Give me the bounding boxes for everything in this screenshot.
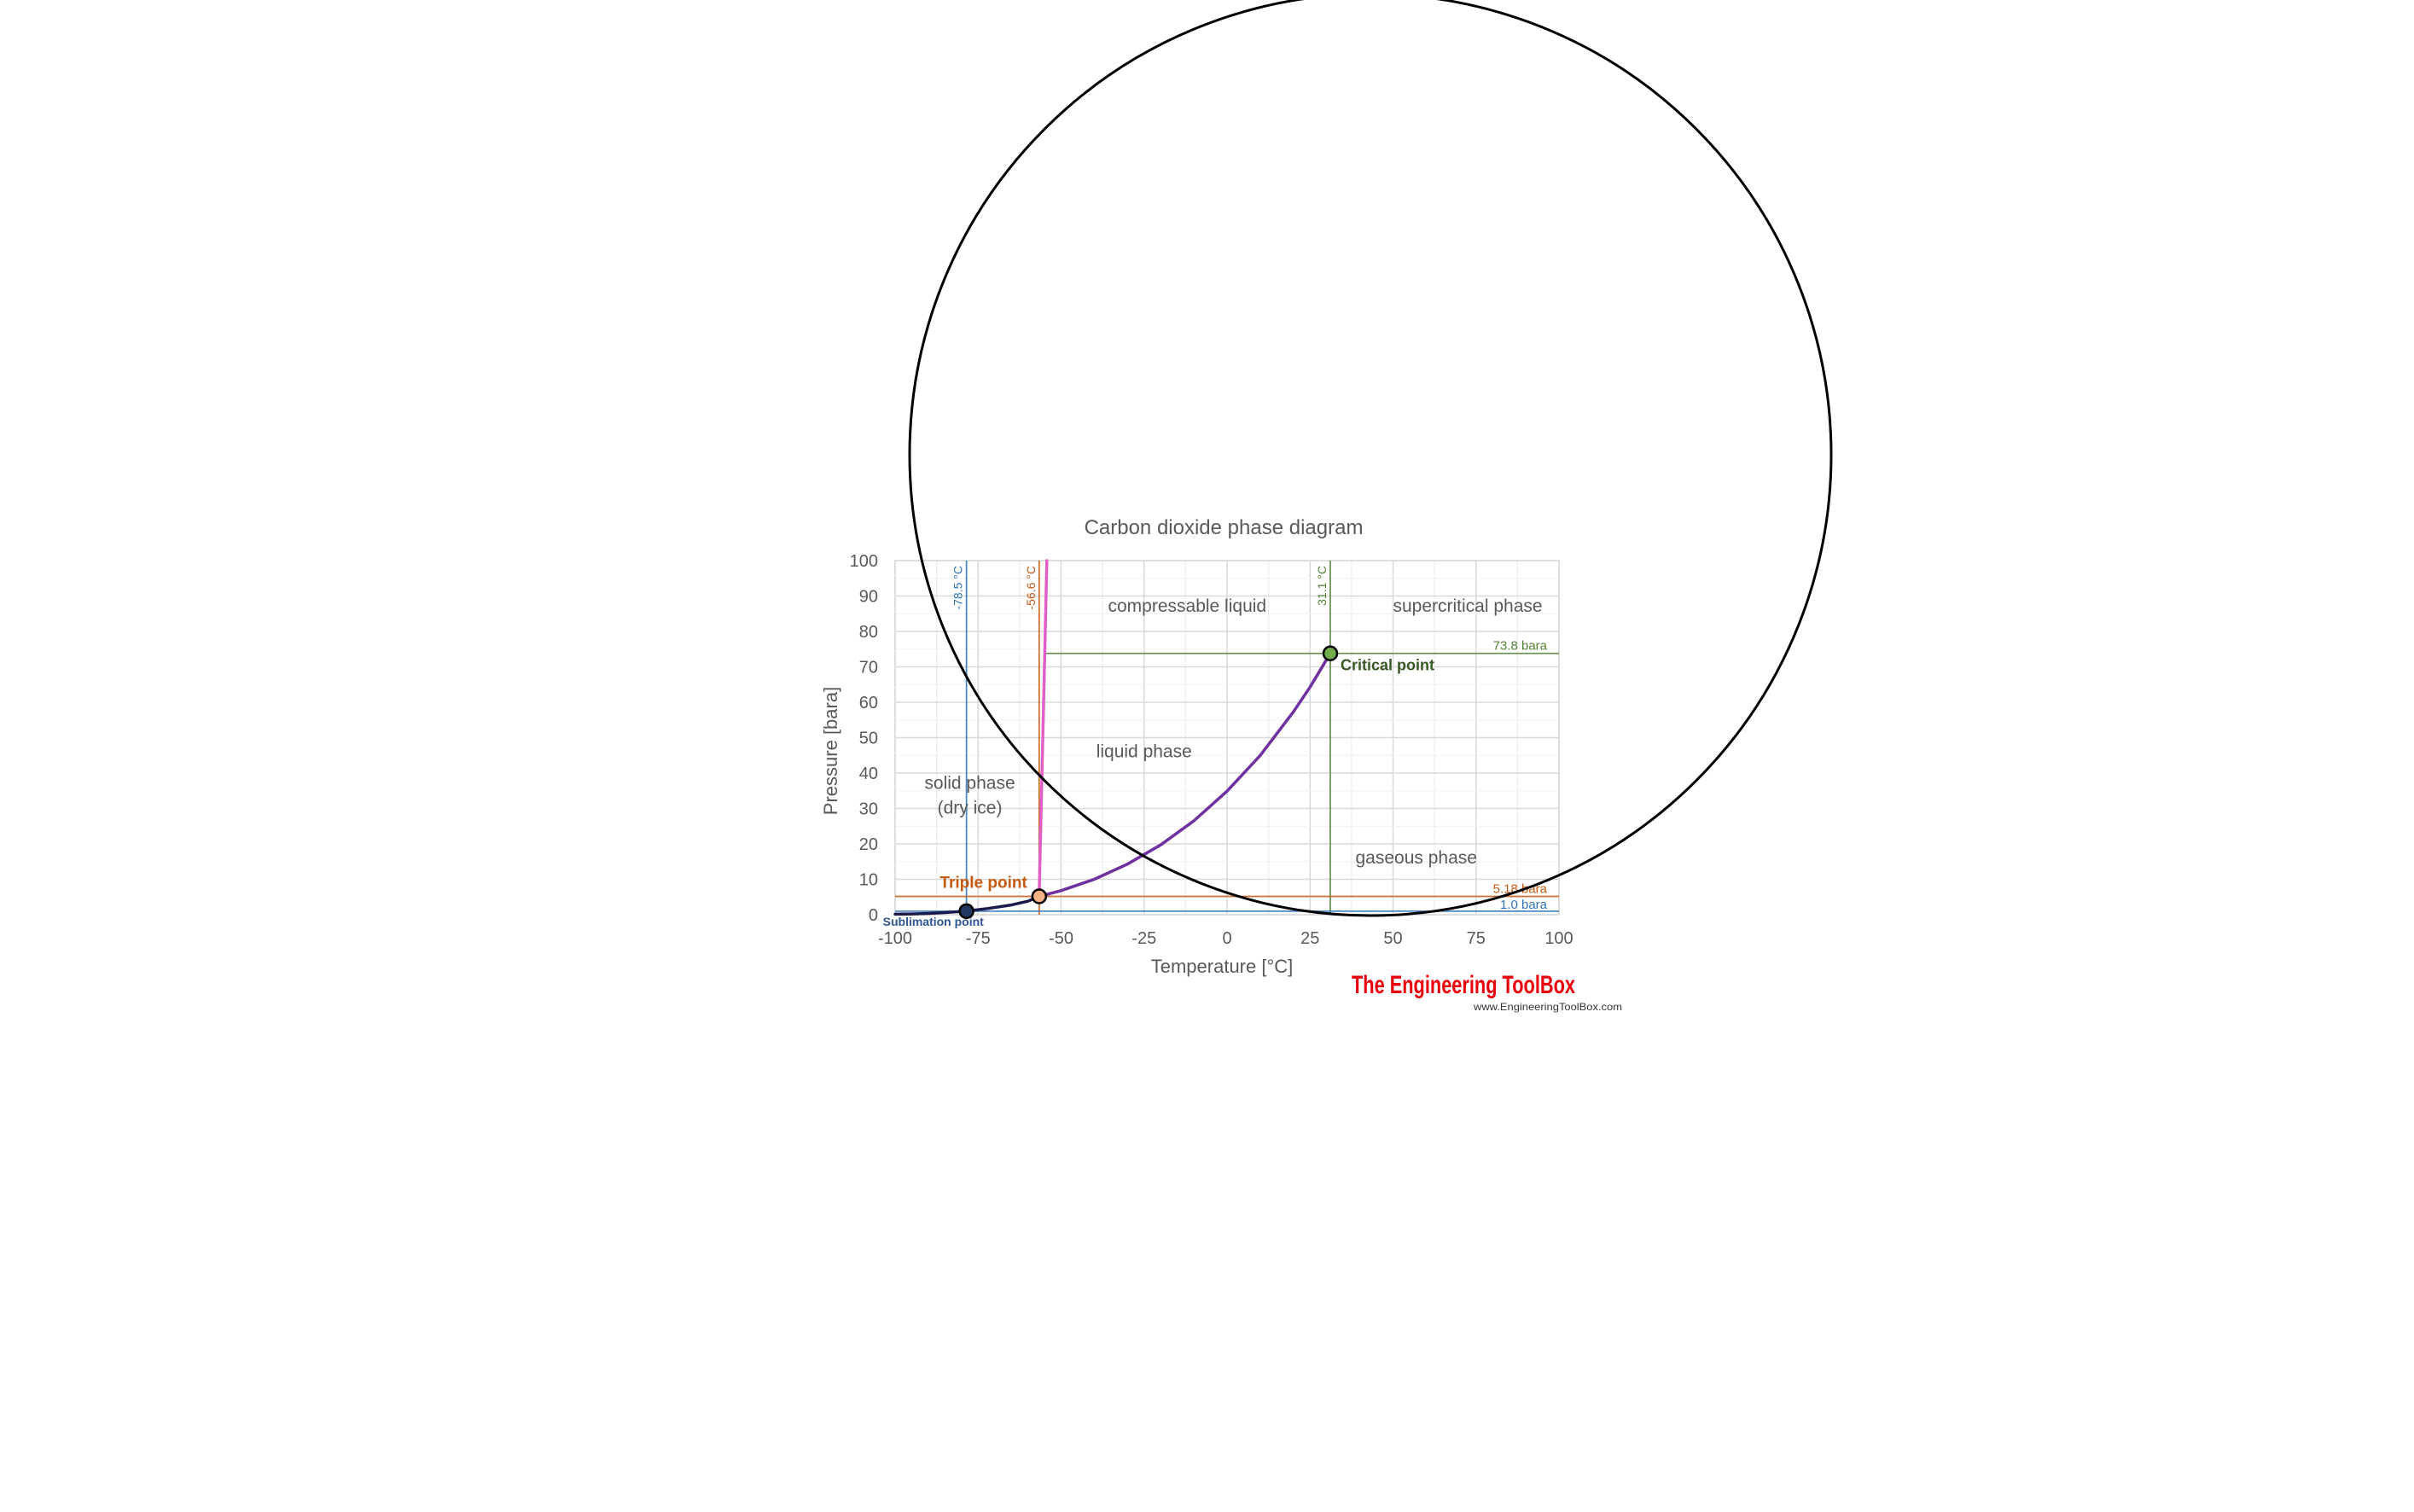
y-tick-label: 70 [859,659,878,677]
region-label: supercritical phase [1393,596,1542,616]
axes-layer: -100 -75 -50 -25 0 25 50 75 100 0 10 20 30 40 50 60 70 80… [850,552,1573,948]
chart-title: Carbon dioxide phase diagram [1085,516,1364,539]
y-tick-label: 0 [869,906,878,925]
x-tick-label: -25 [1131,929,1156,948]
x-tick-label: 50 [1383,929,1402,948]
region-label: liquid phase [1096,741,1192,761]
engineering-toolbox-logo: The Engineering ToolBox www.EngineeringT… [1352,971,1622,1013]
logo-title: The Engineering ToolBox [1352,971,1575,999]
vertical-reference-label: -56.6 °C [1024,566,1038,610]
triple-point-label: Triple point [939,875,1027,893]
region-label: (dry ice) [938,799,1003,818]
sublimation-point-marker [958,903,974,920]
plot-area-border [894,560,1560,916]
y-tick-label: 40 [859,765,878,783]
x-tick-label: 25 [1300,929,1319,948]
region-label: gaseous phase [1356,848,1477,868]
y-tick-label: 20 [859,835,878,854]
sublimation-point-label: Sublimation point [883,915,985,928]
vertical-reference-label: 31.1 °C [1315,566,1329,606]
y-tick-label: 60 [859,694,878,712]
horizontal-reference-label: 1.0 bara [1500,898,1548,912]
annotation-circle [908,0,1833,917]
x-tick-label: 0 [1222,929,1231,948]
y-tick-label: 100 [850,552,878,571]
region-labels-layer: compressable liquid supercritical phase li… [924,596,1542,868]
x-tick-label: -50 [1049,929,1073,948]
vertical-reference-label: -78.5 °C [951,566,965,610]
x-axis-label: Temperature [°C] [1151,956,1294,977]
y-tick-label: 30 [859,800,878,819]
x-tick-label: -75 [966,929,991,948]
critical-point-marker [1322,645,1339,661]
grid-layer [894,560,1560,916]
y-tick-label: 10 [859,871,878,890]
x-tick-label: 100 [1544,929,1573,948]
logo-url: www.EngineeringToolBox.com [1473,1001,1622,1013]
critical-point-label: Critical point [1341,657,1434,674]
x-tick-label: 75 [1467,929,1486,948]
y-tick-label: 50 [859,730,878,748]
region-label: compressable liquid [1108,596,1267,616]
y-axis-label: Pressure [bara] [820,687,841,815]
x-tick-label: -100 [878,929,912,948]
melting-curve-line [1038,559,1049,898]
vapor-pressure-curve-line [1038,651,1332,898]
key-points-layer: Triple point Critical point Sublimation po… [883,645,1434,928]
y-tick-label: 80 [859,623,878,642]
region-label: solid phase [924,774,1015,794]
y-tick-label: 90 [859,588,878,607]
triple-point-marker [1031,888,1048,904]
horizontal-reference-label: 73.8 bara [1493,639,1548,654]
